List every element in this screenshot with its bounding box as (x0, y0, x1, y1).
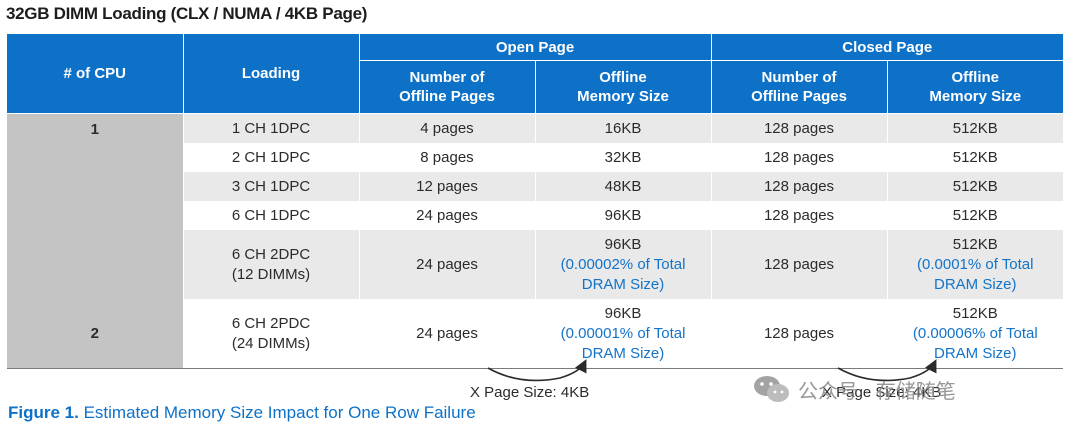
table-row: 6 CH 2DPC (12 DIMMs) 24 pages 96KB (0.0000… (7, 230, 1064, 299)
closed-size-cell: 512KB (0.00006% of Total DRAM Size) (886, 299, 1064, 369)
open-size-cell: 32KB (534, 143, 712, 172)
table-row: 2 CH 1DPC 8 pages 32KB 128 pages 512KB (7, 143, 1064, 172)
table-row: 1 1 CH 1DPC 4 pages 16KB 128 pages 512KB (7, 113, 1064, 299)
watermark-text: 公众号 · 存储随笔 (798, 380, 956, 403)
cpu-count-cell: 1 (7, 113, 184, 299)
open-pages-cell: 24 pages (358, 201, 535, 230)
closed-size-cell: 512KB (0.0001% of Total DRAM Size) (886, 230, 1064, 299)
open-pages-cell: 8 pages (358, 143, 535, 172)
closed-pages-cell: 128 pages (710, 113, 888, 143)
loading-cell: 3 CH 1DPC (182, 172, 359, 201)
header-open-num-offline: Number of Offline Pages (358, 60, 535, 114)
wechat-logo-icon (754, 376, 789, 402)
header-loading: Loading (182, 34, 359, 114)
loading-cell: 2 CH 1DPC (182, 143, 359, 172)
dimm-loading-table: # of CPU Loading Open Page Closed Page N… (7, 34, 1064, 369)
header-open-offline-size: Offline Memory Size (534, 60, 712, 114)
closed-pages-cell: 128 pages (710, 172, 888, 201)
closed-size-cell: 512KB (886, 113, 1064, 143)
open-size-cell: 96KB (534, 201, 712, 230)
figure-caption: Figure 1. Estimated Memory Size Impact f… (8, 403, 476, 422)
open-size-cell: 96KB (0.00001% of Total DRAM Size) (534, 299, 712, 369)
closed-pages-cell: 128 pages (710, 299, 888, 369)
closed-size-cell: 512KB (886, 201, 1064, 230)
table-row: 6 CH 1DPC 24 pages 96KB 128 pages 512KB (7, 201, 1064, 230)
header-cpu: # of CPU (7, 34, 183, 114)
table-row: 3 CH 1DPC 12 pages 48KB 128 pages 512KB (7, 172, 1064, 201)
loading-cell: 6 CH 1DPC (182, 201, 359, 230)
open-pages-cell: 12 pages (358, 172, 535, 201)
closed-size-cell: 512KB (886, 143, 1064, 172)
open-pages-cell: 24 pages (358, 230, 535, 299)
loading-cell: 6 CH 2PDC (24 DIMMs) (182, 299, 359, 369)
open-size-cell: 16KB (534, 113, 712, 143)
open-size-cell: 48KB (534, 172, 712, 201)
header-closed-page: Closed Page (710, 34, 1064, 61)
header-closed-num-offline: Number of Offline Pages (710, 60, 888, 114)
header-open-page: Open Page (358, 34, 712, 61)
closed-page-size-note: X Page Size: 4KB (822, 384, 942, 401)
closed-size-cell: 512KB (886, 172, 1064, 201)
cpu-count-cell: 2 (7, 299, 184, 369)
table-title: 32GB DIMM Loading (CLX / NUMA / 4KB Page… (6, 4, 368, 23)
watermark: 公众号 · 存储随笔 (752, 374, 956, 404)
open-size-cell: 96KB (0.00002% of Total DRAM Size) (534, 230, 712, 299)
loading-cell: 6 CH 2DPC (12 DIMMs) (182, 230, 359, 299)
open-page-size-note: X Page Size: 4KB (470, 384, 590, 401)
open-pages-cell: 4 pages (358, 113, 535, 143)
closed-pages-cell: 128 pages (710, 201, 888, 230)
loading-cell: 1 CH 1DPC (182, 113, 359, 143)
open-pages-cell: 24 pages (358, 299, 535, 369)
closed-pages-cell: 128 pages (710, 143, 888, 172)
header-closed-offline-size: Offline Memory Size (886, 60, 1064, 114)
table-row: 2 6 CH 2PDC (24 DIMMs) 24 pages 96KB (0.00… (7, 299, 1064, 369)
closed-pages-cell: 128 pages (710, 230, 888, 299)
